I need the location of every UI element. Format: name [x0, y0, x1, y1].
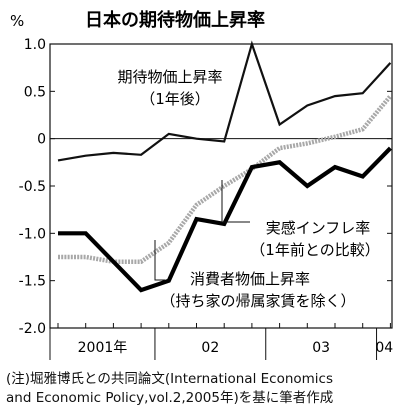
series-label-expected-line1: 期待物価上昇率 [117, 68, 222, 86]
series-label-perceived-line1: 実感インフレ率 [266, 219, 371, 237]
x-period-label: 04 [375, 340, 393, 356]
cpi-leader-line [154, 240, 165, 281]
series-line-1 [58, 146, 392, 293]
x-period-label: 02 [201, 340, 219, 356]
series-label-perceived-line2: （1年前との比較） [250, 241, 379, 259]
x-axis-ticks: 2001年 02 03 04 [49, 323, 393, 360]
x-period-label: 03 [312, 340, 330, 356]
footnote-line2: and Economic Policy,vol.2,2005年)を基に筆者作成 [6, 390, 334, 406]
y-unit-label: % [10, 12, 24, 30]
y-tick-label: 0 [37, 132, 46, 148]
series-lines [57, 40, 393, 293]
footnote-line1: (注)堀雅博氏との共同論文(International Economics [6, 371, 334, 387]
series-line-0 [57, 40, 392, 162]
y-axis-ticks: 1.0 0.5 0 -0.5 -1.0 -1.5 -2.0 [19, 37, 392, 337]
y-tick-label: 1.0 [24, 37, 46, 53]
series-label-cpi-line2: （持ち家の帰属家賃を除く） [160, 292, 355, 310]
series-label-expected-line2: （1年後） [140, 90, 210, 108]
perceived-leader-line [221, 180, 250, 223]
y-tick-label: -1.5 [19, 274, 46, 290]
y-tick-label: -0.5 [19, 179, 46, 195]
y-tick-label: -2.0 [19, 321, 46, 337]
y-tick-label: -1.0 [19, 226, 46, 242]
series-label-cpi-line1: 消費者物価上昇率 [190, 270, 310, 288]
y-tick-label: 0.5 [24, 84, 46, 100]
x-period-label: 2001年 [78, 340, 128, 356]
chart-title: 日本の期待物価上昇率 [85, 9, 265, 31]
